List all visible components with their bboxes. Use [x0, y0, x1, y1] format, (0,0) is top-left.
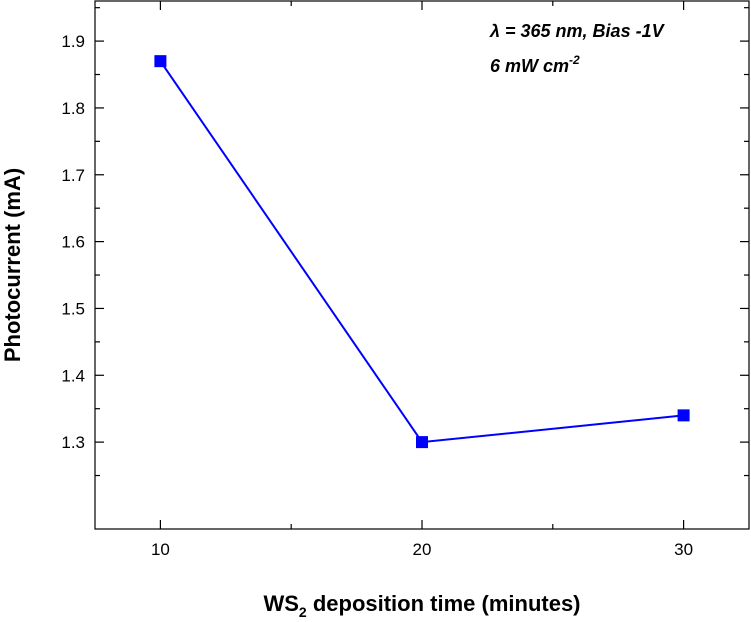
y-axis-title: Photocurrent (mA)	[0, 168, 25, 362]
annotation-line-2-sup: -2	[569, 53, 580, 67]
y-tick-label: 1.4	[61, 366, 85, 385]
tick-labels: 1.3 1.4 1.5 1.6 1.7 1.8 1.9 10 20 30	[61, 32, 693, 559]
plot-frame	[94, 0, 750, 530]
x-tick-label: 10	[151, 540, 170, 559]
y-tick-label: 1.9	[61, 32, 85, 51]
x-tick-label: 30	[674, 540, 693, 559]
annotation-line-2-main: 6 mW cm	[490, 56, 569, 76]
series-line	[159, 60, 684, 444]
annotation-line-2: 6 mW cm-2	[490, 53, 580, 76]
y-tick-label: 1.3	[61, 433, 85, 452]
data-point-marker	[677, 409, 690, 422]
annotation-line-1: λ = 365 nm, Bias -1V	[489, 21, 666, 41]
y-tick-label: 1.8	[61, 99, 85, 118]
data-point-marker	[416, 436, 428, 449]
y-tick-label: 1.6	[61, 233, 85, 252]
axis-ticks	[95, 1, 749, 529]
x-tick-label: 20	[413, 540, 432, 559]
x-axis-title-sub: 2	[299, 604, 307, 620]
x-axis-title: WS2 deposition time (minutes)	[263, 591, 580, 620]
data-point-marker	[154, 55, 167, 68]
y-tick-label: 1.5	[61, 299, 85, 318]
y-tick-label: 1.7	[61, 166, 85, 185]
x-axis-title-rest: deposition time (minutes)	[307, 591, 581, 616]
x-axis-title-main: WS	[263, 591, 298, 616]
series-group	[154, 55, 690, 449]
